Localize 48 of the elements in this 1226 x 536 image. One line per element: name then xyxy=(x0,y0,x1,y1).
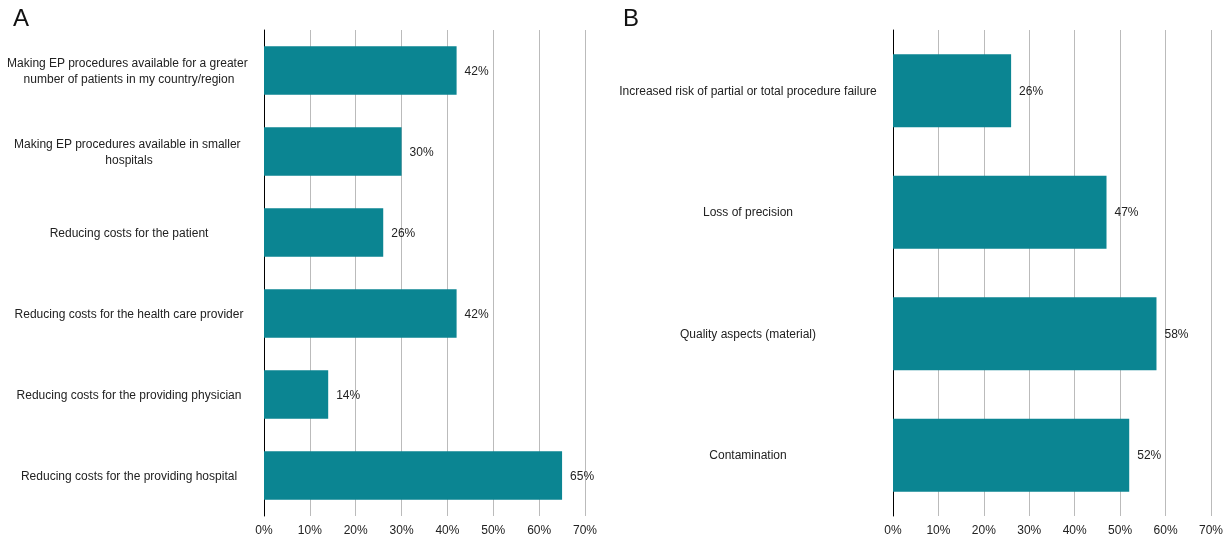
bar xyxy=(893,175,1107,249)
data-label: 26% xyxy=(391,225,416,240)
bar xyxy=(264,208,384,257)
x-tick-label: 70% xyxy=(572,523,598,536)
x-tick-label: 30% xyxy=(389,523,414,536)
data-label: 52% xyxy=(1137,448,1162,463)
bar xyxy=(893,297,1157,371)
y-tick-label: Reducing costs for the providing hospital xyxy=(20,468,238,483)
y-tick-label: Reducing costs for the health care provider xyxy=(14,306,244,321)
x-tick-label: 30% xyxy=(1017,523,1042,536)
data-label: 47% xyxy=(1114,205,1139,220)
x-tick-label: 60% xyxy=(1153,523,1178,536)
bar xyxy=(264,289,457,338)
x-tick-label: 0% xyxy=(884,523,902,536)
bar xyxy=(264,46,457,95)
x-tick-label: 40% xyxy=(435,523,460,536)
bar xyxy=(893,54,1012,128)
data-label: 42% xyxy=(464,306,489,321)
x-tick-label: 0% xyxy=(255,523,273,536)
text: B xyxy=(623,3,640,31)
x-tick-label: 10% xyxy=(297,523,323,536)
x-tick-label: 20% xyxy=(343,523,369,536)
y-tick-label: Reducing costs for the providing physician xyxy=(16,387,242,402)
y-tick-label: Increased risk of partial or total procedure failure xyxy=(619,83,878,98)
x-tick-label: 50% xyxy=(1108,523,1133,536)
bar xyxy=(893,418,1130,492)
x-tick-label: 70% xyxy=(1198,523,1224,536)
data-label: 30% xyxy=(409,144,434,159)
x-tick-label: 50% xyxy=(481,523,506,536)
x-tick-label: 20% xyxy=(971,523,997,536)
y-tick-label: Making EP procedures available in smaller hospitals xyxy=(14,136,244,167)
y-tick-label: Quality aspects (material) xyxy=(679,326,817,341)
data-label: 26% xyxy=(1019,83,1044,98)
x-tick-label: 40% xyxy=(1062,523,1088,536)
y-tick-label: Making EP procedures available for a greater number of patients in my country/region xyxy=(7,55,251,86)
bar xyxy=(264,127,402,176)
x-tick-label: 60% xyxy=(527,523,552,536)
data-label: 42% xyxy=(464,63,489,78)
text: A xyxy=(13,3,30,31)
x-tick-label: 10% xyxy=(926,523,951,536)
bar xyxy=(264,370,329,419)
bar xyxy=(264,451,563,500)
data-label: 58% xyxy=(1164,326,1189,341)
data-label: 65% xyxy=(570,468,595,483)
y-tick-label: Loss of precision xyxy=(702,205,794,220)
data-label: 14% xyxy=(336,387,361,402)
y-tick-label: Reducing costs for the patient xyxy=(49,225,210,240)
y-tick-label: Contamination xyxy=(709,448,787,463)
